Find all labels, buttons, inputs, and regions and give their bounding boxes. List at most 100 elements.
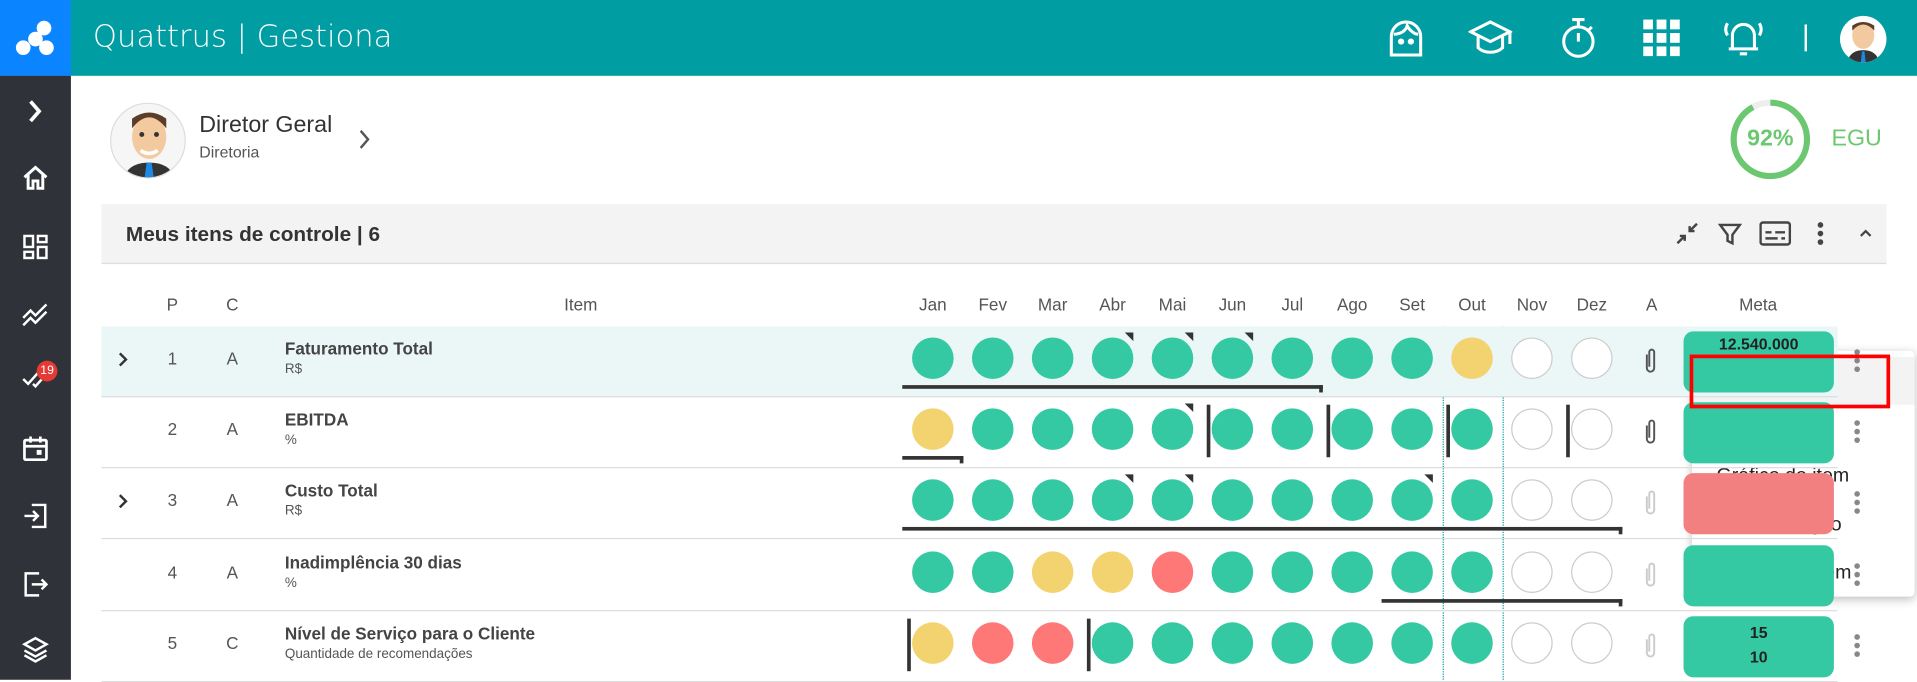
sidebar-item-trending[interactable] xyxy=(0,293,71,342)
column-header-month[interactable]: Fev xyxy=(978,294,1008,315)
column-header-month[interactable]: Jan xyxy=(919,294,947,315)
attachment-paperclip-icon[interactable] xyxy=(1643,632,1658,665)
sidebar-item-home[interactable] xyxy=(0,156,71,205)
attachment-paperclip-icon[interactable] xyxy=(1643,561,1658,594)
expand-row-chevron-icon[interactable] xyxy=(117,351,129,374)
attachment-paperclip-icon[interactable] xyxy=(1643,347,1658,380)
status-circle-mai[interactable] xyxy=(1151,622,1194,664)
status-circle-nov[interactable] xyxy=(1511,337,1553,380)
status-circle-mai[interactable] xyxy=(1151,337,1194,380)
sidebar-item-login[interactable] xyxy=(0,494,71,543)
item-name[interactable]: Custo Total xyxy=(284,480,378,501)
sidebar-item-chevron-right[interactable] xyxy=(0,89,71,138)
status-circle-out[interactable] xyxy=(1451,408,1493,451)
status-circle-set[interactable] xyxy=(1391,408,1433,451)
graduation-cap-icon[interactable] xyxy=(1467,15,1513,61)
status-circle-fev[interactable] xyxy=(971,479,1014,522)
app-logo[interactable] xyxy=(0,0,71,76)
subtitles-icon[interactable] xyxy=(1759,218,1792,250)
collapse-panel-chevron-up-icon[interactable] xyxy=(1850,218,1882,250)
status-circle-abr[interactable] xyxy=(1091,408,1134,451)
status-circle-jan[interactable] xyxy=(912,622,954,664)
row-more-vertical-icon[interactable] xyxy=(1853,633,1860,664)
status-circle-jan[interactable] xyxy=(912,479,954,522)
status-circle-fev[interactable] xyxy=(971,337,1014,380)
item-name[interactable]: Inadimplência 30 dias xyxy=(284,552,462,572)
status-circle-ago[interactable] xyxy=(1331,408,1373,451)
status-circle-mar[interactable] xyxy=(1031,622,1074,664)
column-header-month[interactable]: Jul xyxy=(1281,294,1304,315)
status-circle-mar[interactable] xyxy=(1031,337,1074,380)
status-circle-out[interactable] xyxy=(1451,550,1493,593)
status-circle-mar[interactable] xyxy=(1031,479,1074,522)
status-circle-nov[interactable] xyxy=(1511,622,1553,664)
status-circle-jan[interactable] xyxy=(912,408,954,451)
status-circle-ago[interactable] xyxy=(1331,337,1373,380)
column-header-month[interactable]: Jun xyxy=(1218,294,1247,315)
item-name[interactable]: Nível de Serviço para o Cliente xyxy=(284,623,536,643)
column-header-meta[interactable]: Meta xyxy=(1739,294,1778,315)
sidebar-item-logout[interactable] xyxy=(0,562,71,611)
column-header-month[interactable]: Set xyxy=(1399,294,1425,315)
status-circle-dez[interactable] xyxy=(1571,550,1613,593)
attachment-paperclip-icon[interactable] xyxy=(1643,418,1658,451)
status-circle-mai[interactable] xyxy=(1151,479,1194,522)
column-header-month[interactable]: Nov xyxy=(1516,294,1548,315)
status-circle-jun[interactable] xyxy=(1211,479,1254,522)
sidebar-item-checks[interactable]: 19 xyxy=(0,356,71,405)
bell-ringing-icon[interactable] xyxy=(1720,15,1766,61)
status-circle-jul[interactable] xyxy=(1271,550,1314,593)
status-circle-abr[interactable] xyxy=(1091,550,1134,593)
column-header-c[interactable]: C xyxy=(226,294,239,315)
status-circle-ago[interactable] xyxy=(1331,479,1373,522)
table-row[interactable]: 5 C Nível de Serviço para o Cliente Quantid… xyxy=(101,611,1860,682)
row-more-vertical-icon[interactable] xyxy=(1853,562,1860,593)
status-circle-fev[interactable] xyxy=(971,622,1014,664)
user-avatar[interactable] xyxy=(1840,15,1887,63)
sidebar-item-layers[interactable] xyxy=(0,627,71,676)
table-row[interactable]: 4 A Inadimplência 30 dias% xyxy=(101,540,1860,611)
column-header-month[interactable]: Out xyxy=(1458,294,1486,315)
status-circle-ago[interactable] xyxy=(1331,550,1373,593)
row-more-vertical-icon[interactable] xyxy=(1853,491,1860,522)
status-circle-jul[interactable] xyxy=(1271,408,1314,451)
status-circle-dez[interactable] xyxy=(1571,408,1613,451)
status-circle-dez[interactable] xyxy=(1571,622,1613,664)
column-header-month[interactable]: Mar xyxy=(1037,294,1068,315)
table-row[interactable]: 3 A Custo Total R$ xyxy=(101,469,1860,540)
meta-value-box[interactable]: 12.540.000 xyxy=(1683,331,1834,393)
status-circle-nov[interactable] xyxy=(1511,408,1553,451)
stopwatch-icon[interactable] xyxy=(1555,15,1601,61)
status-circle-jan[interactable] xyxy=(912,550,954,593)
status-circle-out[interactable] xyxy=(1451,337,1493,380)
column-header-month[interactable]: Dez xyxy=(1576,294,1608,315)
status-circle-abr[interactable] xyxy=(1091,479,1134,522)
status-circle-nov[interactable] xyxy=(1511,479,1553,522)
column-header-month[interactable]: Mai xyxy=(1158,294,1187,315)
status-circle-jun[interactable] xyxy=(1211,550,1254,593)
status-circle-jul[interactable] xyxy=(1271,337,1314,380)
status-circle-abr[interactable] xyxy=(1091,622,1134,664)
sidebar-item-dashboard[interactable] xyxy=(0,225,71,274)
status-circle-out[interactable] xyxy=(1451,622,1493,664)
status-circle-jan[interactable] xyxy=(912,337,954,380)
meta-value-box[interactable]: 15 10 xyxy=(1683,615,1834,678)
meta-value-box[interactable] xyxy=(1683,402,1834,464)
status-circle-set[interactable] xyxy=(1391,550,1433,593)
support-icon[interactable] xyxy=(1383,15,1429,61)
status-circle-fev[interactable] xyxy=(971,408,1014,451)
status-circle-jul[interactable] xyxy=(1271,622,1314,664)
more-vertical-icon[interactable] xyxy=(1805,218,1837,250)
column-header-p[interactable]: P xyxy=(166,294,179,315)
status-circle-mar[interactable] xyxy=(1031,408,1074,451)
row-more-vertical-icon[interactable] xyxy=(1853,348,1860,379)
status-circle-mai[interactable] xyxy=(1151,408,1194,451)
apps-grid-icon[interactable] xyxy=(1638,15,1684,61)
status-circle-mai[interactable] xyxy=(1151,550,1194,593)
status-circle-mar[interactable] xyxy=(1031,550,1074,593)
attachment-paperclip-icon[interactable] xyxy=(1643,490,1658,523)
status-circle-fev[interactable] xyxy=(971,550,1014,593)
meta-value-box[interactable] xyxy=(1683,473,1834,535)
column-header-month[interactable]: Ago xyxy=(1336,294,1368,315)
collapse-arrows-icon[interactable] xyxy=(1671,218,1703,250)
